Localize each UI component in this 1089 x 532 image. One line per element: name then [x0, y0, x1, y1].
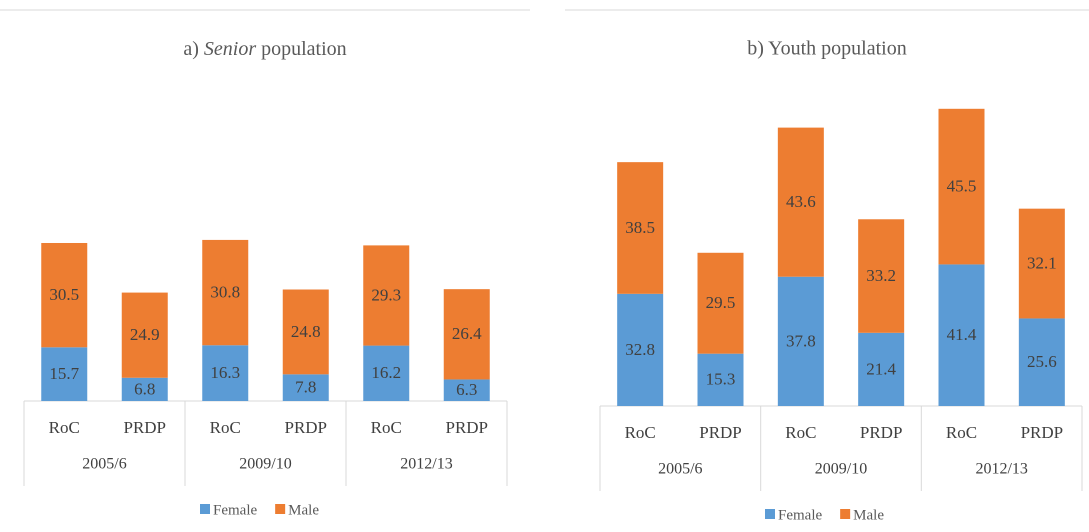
- x-tick-label: RoC: [49, 418, 80, 437]
- title-part: a): [183, 38, 199, 60]
- legend-label: Female: [213, 502, 257, 518]
- legend-swatch: [765, 509, 775, 519]
- group-label: 2009/10: [239, 456, 291, 473]
- bar-segment: [777, 127, 824, 277]
- bar-segment: [41, 347, 88, 401]
- x-tick-label: PRDP: [123, 418, 166, 437]
- bar-segment: [617, 293, 664, 406]
- x-tick-label: RoC: [625, 423, 656, 442]
- x-tick-label: RoC: [785, 423, 816, 442]
- group-label: 2012/13: [400, 456, 452, 473]
- bar-segment: [443, 379, 490, 401]
- data-label: 6.8: [134, 379, 155, 398]
- data-label: 21.4: [866, 359, 896, 378]
- data-label: 45.5: [947, 177, 977, 196]
- bar-segment: [443, 289, 490, 380]
- bar-segment: [697, 252, 744, 354]
- data-label: 30.5: [49, 285, 79, 304]
- bar-segment: [1018, 208, 1065, 319]
- group-label: 2005/6: [82, 456, 126, 473]
- chart-title: a) Senior population: [183, 38, 346, 60]
- bar-segment: [202, 239, 249, 346]
- bar-segment: [858, 332, 905, 406]
- legend-label: Male: [853, 507, 884, 523]
- group-label: 2012/13: [975, 461, 1027, 478]
- data-label: 37.8: [786, 331, 816, 350]
- bar-segment: [121, 377, 168, 401]
- bar-segment: [1018, 318, 1065, 406]
- bar-segment: [282, 289, 329, 375]
- bar-segment: [363, 345, 410, 401]
- data-label: 43.6: [786, 192, 816, 211]
- legend-swatch: [840, 509, 851, 519]
- data-label: 16.3: [210, 363, 240, 382]
- bar-segment: [121, 292, 168, 378]
- x-tick-label: PRDP: [860, 423, 903, 442]
- data-label: 15.3: [706, 370, 736, 389]
- bar-segment: [202, 345, 249, 401]
- data-label: 29.3: [371, 285, 401, 304]
- title-part: population: [261, 38, 347, 60]
- data-label: 38.5: [625, 218, 655, 237]
- chart-title: b) Youth population: [747, 38, 906, 60]
- data-label: 30.8: [210, 282, 240, 301]
- bar-segment: [858, 219, 905, 333]
- bar-segment: [617, 162, 664, 294]
- bar-segment: [938, 264, 985, 406]
- data-label: 16.2: [371, 363, 401, 382]
- bar-segment: [777, 276, 824, 406]
- title-part: Senior: [204, 38, 256, 60]
- data-label: 7.8: [295, 378, 316, 397]
- data-label: 24.8: [291, 322, 321, 341]
- x-tick-label: PRDP: [445, 418, 488, 437]
- bar-segment: [363, 245, 410, 346]
- data-label: 32.1: [1027, 253, 1057, 272]
- bar-segment: [697, 353, 744, 406]
- bar-segment: [41, 242, 88, 348]
- legend-swatch: [275, 504, 286, 514]
- data-label: 15.7: [49, 364, 79, 383]
- group-label: 2005/6: [658, 461, 702, 478]
- x-tick-label: RoC: [946, 423, 977, 442]
- x-tick-label: RoC: [210, 418, 241, 437]
- bar-segment: [282, 374, 329, 401]
- data-label: 6.3: [456, 380, 477, 399]
- group-label: 2009/10: [815, 461, 867, 478]
- x-tick-label: PRDP: [699, 423, 742, 442]
- x-tick-label: PRDP: [1021, 423, 1064, 442]
- data-label: 41.4: [947, 325, 977, 344]
- data-label: 26.4: [452, 324, 482, 343]
- x-tick-label: PRDP: [284, 418, 327, 437]
- data-label: 25.6: [1027, 352, 1057, 371]
- legend-label: Female: [778, 507, 822, 523]
- x-tick-label: RoC: [371, 418, 402, 437]
- data-label: 29.5: [706, 293, 736, 312]
- data-label: 32.8: [625, 340, 655, 359]
- data-label: 33.2: [866, 266, 896, 285]
- data-label: 24.9: [130, 325, 160, 344]
- legend-label: Male: [288, 502, 319, 518]
- bar-segment: [938, 108, 985, 265]
- legend-swatch: [200, 504, 210, 514]
